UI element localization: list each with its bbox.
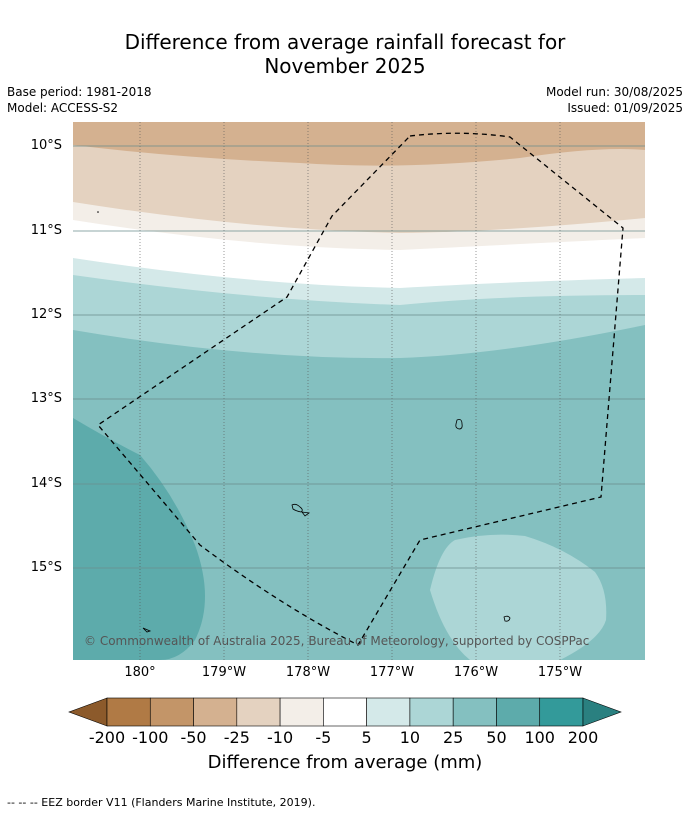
colorbar-segment [149, 697, 194, 727]
rainfall-contours: © Commonwealth of Australia 2025, Bureau… [73, 122, 645, 660]
island-icon [455, 419, 463, 430]
title-line-2: November 2025 [264, 54, 426, 78]
meta-right: Model run: 30/08/2025 Issued: 01/09/2025 [546, 84, 683, 116]
colorbar-tick-label: -25 [223, 728, 250, 747]
island-icon [142, 627, 152, 633]
colorbar-tick-label: -200 [88, 728, 126, 747]
colorbar-label: Difference from average (mm) [207, 752, 483, 773]
colorbar-tick-label: 10 [399, 728, 421, 747]
lon-tick-label: 179°W [201, 665, 247, 680]
colorbar-tick-label: 100 [524, 728, 555, 747]
island-icon [291, 503, 303, 513]
lat-tick-label: 10°S [30, 138, 62, 153]
colorbar-segment [193, 697, 238, 727]
colorbar-segment [409, 697, 454, 727]
eez-border [97, 132, 624, 646]
title-line-1: Difference from average rainfall forecas… [124, 30, 566, 54]
island-icon [503, 615, 511, 622]
colorbar-tick-label: 5 [361, 728, 372, 747]
lat-tick-label: 12°S [30, 307, 62, 322]
colorbar-tick-label: 200 [567, 728, 599, 747]
copyright-text: © Commonwealth of Australia 2025, Bureau… [84, 634, 589, 648]
model-run-text: Model run: 30/08/2025 [545, 85, 683, 99]
latitude-gridlines [73, 145, 645, 569]
colorbar-segment [496, 697, 541, 727]
colorbar-tick-label: 50 [486, 728, 507, 747]
colorbar-segment [279, 697, 324, 727]
rainfall-map: © Commonwealth of Australia 2025, Bureau… [73, 122, 645, 660]
colorbar-tick-label: -5 [315, 728, 332, 747]
meta-left: Base period: 1981-2018 Model: ACCESS-S2 [7, 84, 152, 116]
lat-tick-label: 11°S [30, 223, 62, 238]
colorbar-tick-label: -100 [132, 728, 169, 747]
colorbar-tick-label: -10 [267, 728, 294, 747]
band-neg25-neg50 [73, 122, 645, 166]
lat-tick-label: 13°S [30, 391, 62, 406]
lon-tick-label: 175°W [537, 665, 583, 680]
eez-footnote: -- -- -- EEZ border V11 (Flanders Marine… [7, 796, 316, 809]
lon-tick-label: 178°W [285, 665, 331, 680]
colorbar-segment [452, 697, 497, 727]
colorbar-arrow-high [582, 697, 622, 727]
base-period-text: Base period: 1981-2018 [7, 85, 152, 99]
colorbar-segment [323, 697, 367, 727]
colorbar-segment [236, 697, 281, 727]
band-50-100 [73, 418, 205, 660]
colorbar-segments [68, 697, 622, 727]
lat-tick-label: 15°S [30, 560, 62, 575]
band-10-25-south [430, 534, 607, 660]
colorbar-tick-label: 25 [442, 728, 464, 747]
colorbar-segment [106, 697, 151, 727]
colorbar-tick-label: -50 [180, 728, 207, 747]
colorbar-segment [366, 697, 411, 727]
island-icon [97, 211, 99, 213]
colorbar [68, 697, 622, 727]
lon-tick-label: 177°W [369, 665, 415, 680]
island-icon [301, 511, 311, 517]
lon-tick-label: 180° [124, 665, 156, 680]
model-text: Model: ACCESS-S2 [7, 101, 119, 115]
colorbar-segment [539, 697, 584, 727]
colorbar-arrow-low [68, 697, 108, 727]
lon-tick-label: 176°W [453, 665, 499, 680]
map-title: Difference from average rainfall forecas… [0, 30, 690, 78]
lat-tick-label: 14°S [30, 476, 62, 491]
issued-text: Issued: 01/09/2025 [567, 101, 683, 115]
